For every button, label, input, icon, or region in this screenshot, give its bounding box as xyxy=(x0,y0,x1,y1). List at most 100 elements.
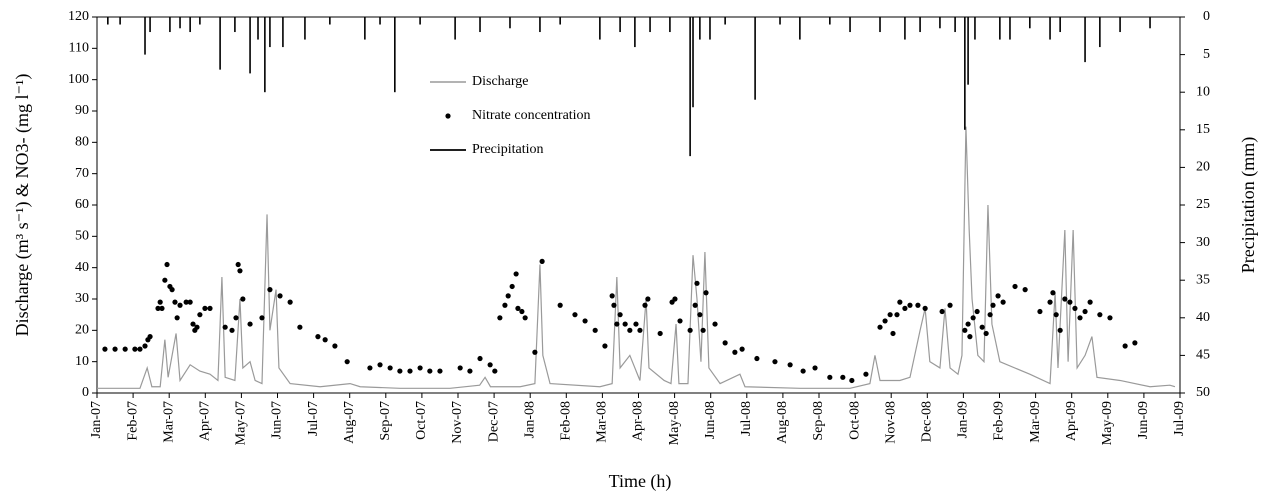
nitrate-point xyxy=(739,346,745,352)
x-tick-label: Feb-08 xyxy=(559,401,574,441)
nitrate-point xyxy=(457,365,463,371)
x-tick-label: Feb-07 xyxy=(125,401,140,441)
nitrate-point xyxy=(732,349,738,355)
nitrate-point xyxy=(965,321,971,327)
precipitation-bar xyxy=(779,17,781,25)
precipitation-bar xyxy=(1119,17,1121,33)
nitrate-point xyxy=(417,365,423,371)
x-axis-title: Time (h) xyxy=(609,471,672,492)
legend-label: Nitrate concentration xyxy=(472,108,591,123)
precipitation-bar xyxy=(939,17,941,29)
precipitation-bar xyxy=(699,17,701,40)
nitrate-point xyxy=(897,299,903,305)
nitrate-point xyxy=(582,318,588,324)
precipitation-bar xyxy=(849,17,851,33)
x-tick-label: May-09 xyxy=(1100,401,1115,445)
nitrate-point xyxy=(202,305,208,311)
nitrate-point xyxy=(172,299,178,305)
nitrate-point xyxy=(712,321,718,327)
precipitation-bar xyxy=(379,17,381,25)
y-tick-label: 60 xyxy=(75,197,89,212)
nitrate-point xyxy=(787,362,793,368)
y2-tick-label: 5 xyxy=(1203,47,1210,62)
x-tick-label: Jan-08 xyxy=(522,401,537,438)
nitrate-point xyxy=(169,287,175,293)
nitrate-point xyxy=(190,321,196,327)
nitrate-point xyxy=(863,371,869,377)
nitrate-point xyxy=(387,365,393,371)
y2-tick-label: 40 xyxy=(1196,310,1210,325)
nitrate-point xyxy=(642,302,648,308)
nitrate-point xyxy=(812,365,818,371)
precipitation-bar xyxy=(829,17,831,25)
x-tick-label: Feb-09 xyxy=(992,401,1007,441)
precipitation-bar xyxy=(964,17,966,130)
nitrate-point xyxy=(235,261,241,268)
x-tick-label: Nov-07 xyxy=(450,401,465,444)
nitrate-point xyxy=(467,368,473,374)
precipitation-bar xyxy=(419,17,421,25)
x-tick-label: Jan-09 xyxy=(956,401,971,438)
precipitation-bar xyxy=(999,17,1001,40)
x-tick-label: Jun-07 xyxy=(270,401,285,439)
nitrate-point xyxy=(1107,315,1113,321)
y-tick-label: 80 xyxy=(75,135,89,150)
nitrate-point xyxy=(277,293,283,299)
precipitation-bar xyxy=(189,17,191,33)
nitrate-point xyxy=(692,302,698,308)
nitrate-point xyxy=(627,327,633,333)
precipitation-bar xyxy=(559,17,561,25)
nitrate-point xyxy=(233,315,239,321)
precipitation-bar xyxy=(169,17,171,33)
nitrate-point xyxy=(915,302,921,308)
nitrate-point xyxy=(505,293,511,299)
precipitation-bar xyxy=(754,17,756,100)
nitrate-point xyxy=(509,283,515,290)
nitrate-point xyxy=(633,321,639,327)
nitrate-point xyxy=(137,346,143,352)
nitrate-point xyxy=(967,334,973,340)
precipitation-bar xyxy=(1049,17,1051,40)
precipitation-bar xyxy=(1029,17,1031,29)
precipitation-bar xyxy=(974,17,976,40)
x-tick-label: Apr-08 xyxy=(631,401,646,441)
nitrate-point xyxy=(1047,299,1053,305)
nitrate-point xyxy=(1000,299,1006,305)
precipitation-bar xyxy=(257,17,259,40)
y-tick-label: 50 xyxy=(75,229,89,244)
precipitation-bar xyxy=(1084,17,1086,63)
nitrate-point xyxy=(267,287,273,293)
nitrate-point xyxy=(159,305,165,311)
nitrate-point xyxy=(122,346,128,352)
nitrate-point xyxy=(609,293,615,299)
nitrate-point xyxy=(247,321,253,327)
y-tick-label: 30 xyxy=(75,291,89,306)
y-tick-label: 70 xyxy=(75,166,89,181)
nitrate-point xyxy=(637,327,643,333)
nitrate-point xyxy=(427,368,433,374)
nitrate-point xyxy=(592,327,598,333)
y2-tick-label: 25 xyxy=(1196,197,1210,212)
nitrate-point xyxy=(1087,299,1093,305)
discharge-line xyxy=(97,126,1176,389)
nitrate-point xyxy=(162,277,168,283)
nitrate-point xyxy=(754,355,760,362)
y2-tick-label: 20 xyxy=(1196,160,1210,175)
precipitation-bar xyxy=(144,17,146,55)
precipitation-bar xyxy=(249,17,251,74)
y2-tick-label: 35 xyxy=(1196,272,1210,287)
nitrate-point xyxy=(1012,283,1018,290)
nitrate-point xyxy=(367,365,373,371)
y2-tick-label: 10 xyxy=(1196,84,1210,99)
nitrate-point xyxy=(694,280,700,286)
precipitation-bar xyxy=(454,17,456,40)
x-tick-label: Jun-09 xyxy=(1136,401,1151,439)
nitrate-point xyxy=(477,355,483,362)
precipitation-bar xyxy=(304,17,306,40)
nitrate-point xyxy=(614,321,620,327)
precipitation-bar xyxy=(879,17,881,33)
nitrate-point xyxy=(922,305,928,311)
precipitation-bar xyxy=(394,17,396,93)
